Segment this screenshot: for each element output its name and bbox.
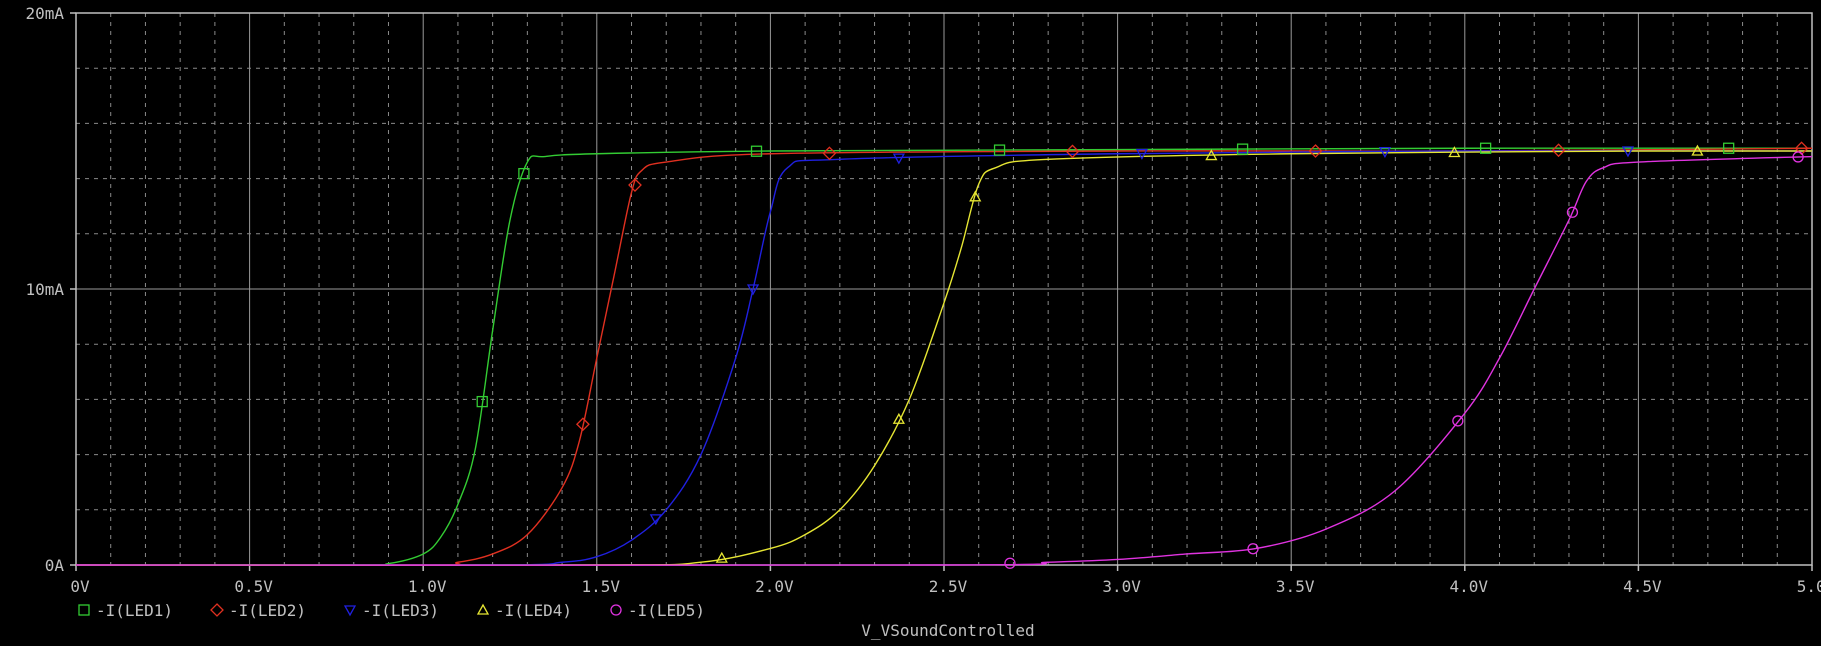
series-line-led2	[75, 147, 1813, 566]
data-point-led2	[628, 178, 642, 192]
legend-label-led3: -I(LED3)	[362, 601, 439, 620]
x-tick-label: 2.5V	[929, 577, 968, 596]
data-point-led3	[1621, 146, 1635, 158]
x-tick-label: 0V	[70, 577, 90, 596]
legend-label-led2: -I(LED2)	[229, 601, 306, 620]
x-tick-label: 0.5V	[234, 577, 273, 596]
data-point-led1	[1479, 142, 1492, 154]
x-tick-label: 3.0V	[1102, 577, 1141, 596]
data-point-led1	[750, 145, 763, 157]
data-point-led3	[892, 153, 905, 165]
data-point-led1	[1236, 143, 1249, 155]
data-point-led2	[822, 146, 837, 161]
data-point-led2	[1551, 143, 1566, 158]
data-point-led3	[1135, 148, 1149, 160]
legend-marker-led1	[78, 604, 90, 616]
series-line-led4	[75, 150, 1813, 566]
data-point-led3	[649, 514, 662, 526]
y-tick-label: 10mA	[25, 280, 64, 299]
x-tick-label: 2.0V	[755, 577, 794, 596]
data-point-led1	[1723, 142, 1735, 154]
data-point-led2	[1065, 144, 1080, 159]
data-point-led5	[1792, 151, 1804, 163]
legend-label-led1: -I(LED1)	[96, 601, 173, 620]
series-line-led3	[75, 150, 1813, 566]
data-point-led4	[1448, 146, 1461, 158]
x-tick-label: 1.5V	[582, 577, 621, 596]
x-axis-label: V_VSoundControlled	[861, 621, 1034, 640]
x-tick-label: 1.0V	[408, 577, 447, 596]
x-tick-label: 5.0V	[1797, 577, 1821, 596]
data-point-led3	[1378, 146, 1392, 158]
legend-marker-led4	[476, 603, 490, 615]
series-line-led5	[75, 155, 1813, 566]
grid-layer	[76, 13, 1812, 565]
data-point-led1	[476, 395, 488, 408]
data-point-led5	[1004, 557, 1016, 569]
data-point-led5	[1247, 543, 1259, 555]
data-point-led5	[1566, 206, 1579, 218]
legend-marker-led2	[210, 603, 224, 617]
data-point-led4	[969, 190, 982, 202]
data-point-led2	[1308, 144, 1323, 158]
data-point-led2	[575, 417, 590, 432]
legend-marker-led3	[343, 605, 357, 617]
data-point-led5	[1452, 415, 1464, 427]
x-tick-label: 3.5V	[1276, 577, 1315, 596]
y-tick-label: 0A	[45, 556, 65, 575]
x-tick-label: 4.5V	[1623, 577, 1662, 596]
x-tick-label: 4.0V	[1450, 577, 1489, 596]
legend-marker-led5	[610, 604, 622, 616]
data-point-led4	[892, 412, 905, 424]
legend-label-led4: -I(LED4)	[495, 601, 572, 620]
series-line-led1	[75, 147, 1813, 566]
legend: -I(LED1) -I(LED2) -I(LED3) -I(LED4) -I(LED5)	[78, 601, 705, 620]
data-point-led1	[993, 144, 1006, 156]
data-point-led1	[518, 167, 530, 180]
axes-layer: 0V 0.5V 1.0V 1.5V 2.0V 2.5V 3.0V 3.5V 4.0V 4.5V 5.…	[25, 4, 1821, 596]
data-point-led4	[1205, 149, 1218, 161]
data-point-led4	[1691, 144, 1704, 156]
y-tick-label: 20mA	[25, 4, 64, 23]
series-layer	[75, 147, 1813, 566]
marker-layer	[476, 141, 1809, 569]
data-point-led3	[746, 284, 760, 296]
legend-label-led5: -I(LED5)	[628, 601, 705, 620]
data-point-led4	[715, 551, 728, 563]
